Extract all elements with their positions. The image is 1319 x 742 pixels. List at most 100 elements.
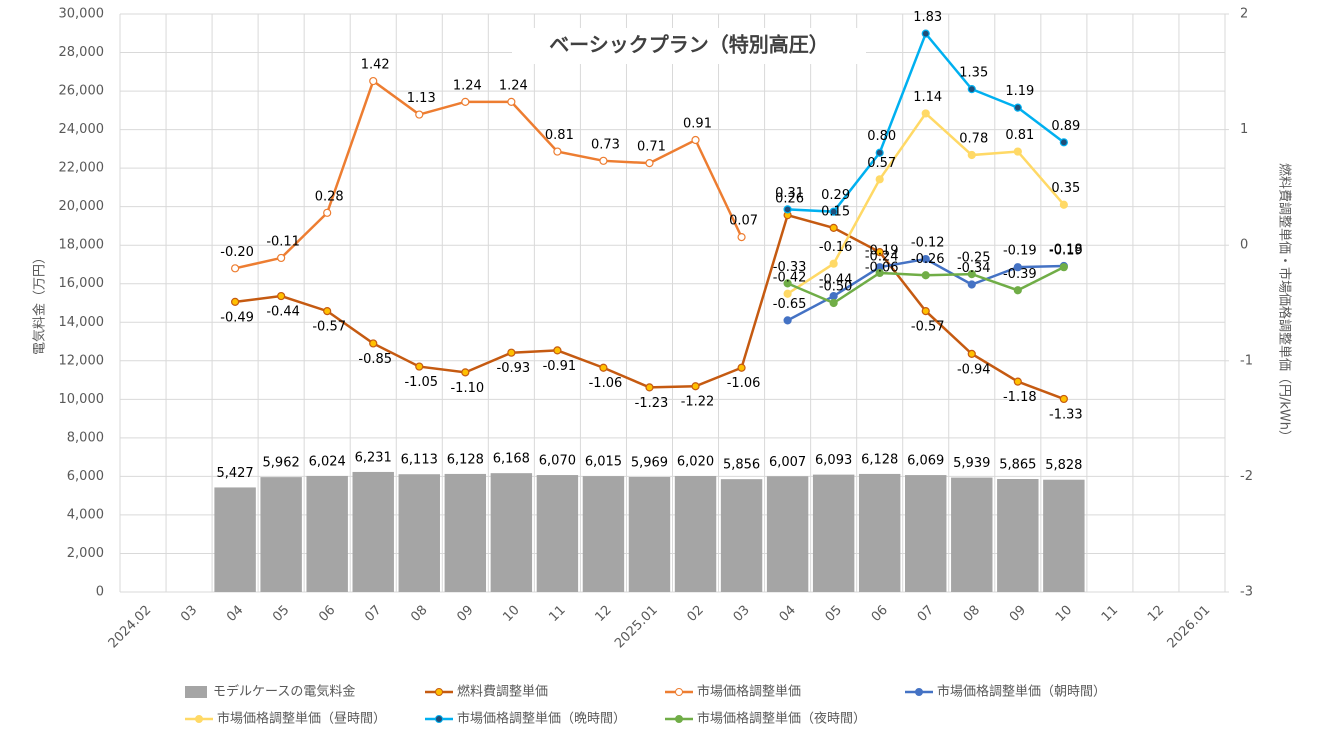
bar-value-label: 5,865: [999, 458, 1036, 473]
marker: [829, 298, 838, 308]
bar-value-label: 6,070: [539, 454, 576, 469]
y-tick-label: 22,000: [59, 161, 105, 176]
marker: [323, 306, 332, 316]
y2-tick-label: -3: [1240, 585, 1253, 600]
marker: [691, 135, 700, 145]
legend-marker: [675, 688, 683, 696]
marker: [967, 349, 976, 358]
bar-value-label: 5,856: [723, 458, 760, 473]
bar: [444, 473, 487, 592]
marker: [967, 270, 976, 279]
marker: [967, 150, 976, 160]
marks: [214, 29, 1085, 592]
marker: [231, 297, 240, 306]
line-value-label: 1.42: [361, 58, 390, 73]
y2-tick-label: -2: [1240, 469, 1253, 484]
marker: [875, 175, 884, 184]
legend-swatch: [185, 686, 207, 698]
bar-value-label: 6,007: [769, 455, 806, 470]
bar: [260, 477, 302, 592]
line-value-label: -1.10: [450, 381, 484, 396]
marker: [691, 382, 700, 391]
marker: [277, 253, 286, 263]
y-tick-label: 24,000: [59, 122, 105, 137]
y2-axis-title: 燃料費調整単価・市場価格調整単価（円/kWh）: [1277, 163, 1293, 443]
marker: [737, 363, 746, 372]
legend-marker: [195, 715, 203, 723]
y2-tick-label: 1: [1240, 122, 1248, 137]
marker: [829, 207, 838, 216]
marker: [1013, 377, 1022, 386]
line-value-label: -0.44: [819, 273, 853, 288]
marker: [1059, 394, 1068, 404]
bar: [674, 476, 717, 592]
bar: [536, 475, 579, 592]
legend-label: 市場価格調整単価: [697, 684, 801, 700]
marker: [645, 383, 654, 392]
marker: [1059, 138, 1068, 147]
bar-value-label: 6,020: [677, 455, 714, 470]
line-value-label: 0.81: [1005, 128, 1034, 143]
line-value-label: -0.93: [497, 361, 531, 376]
y-tick-label: 28,000: [59, 45, 105, 60]
line-value-label: 0.28: [315, 189, 344, 204]
bar-value-label: 5,962: [263, 456, 300, 471]
marker: [461, 368, 470, 377]
marker: [553, 346, 562, 355]
line-value-label: 1.14: [913, 90, 942, 105]
y-axis-title: 電気料金（万円）: [32, 251, 48, 355]
bar-value-label: 5,939: [953, 456, 990, 471]
bar-value-label: 6,024: [309, 454, 346, 469]
marker: [737, 233, 746, 242]
line-value-label: -0.11: [266, 234, 300, 249]
line-value-label: -0.18: [1049, 243, 1083, 258]
line-value-label: 0.31: [775, 186, 804, 201]
marker: [1013, 147, 1022, 156]
marker: [461, 97, 470, 106]
legend-label: 市場価格調整単価（夜時間）: [697, 711, 866, 727]
marker: [829, 223, 838, 232]
bar: [812, 474, 855, 592]
legend-marker: [435, 688, 443, 696]
bar-value-label: 6,128: [861, 452, 898, 467]
line-value-label: -1.05: [404, 375, 438, 390]
bar: [398, 474, 440, 592]
marker: [783, 316, 792, 325]
marker: [921, 109, 930, 118]
legend-label: 市場価格調整単価（晩時間）: [457, 711, 626, 727]
bar-value-label: 6,093: [815, 453, 852, 468]
marker: [231, 264, 240, 273]
y2-tick-label: 2: [1240, 7, 1248, 22]
marker: [323, 208, 332, 217]
line-value-label: 0.71: [637, 140, 666, 155]
line-value-label: 0.78: [959, 132, 988, 147]
bar: [720, 479, 763, 592]
bar: [905, 475, 947, 592]
bar: [582, 476, 625, 592]
bar: [490, 473, 533, 592]
y-tick-label: 20,000: [59, 199, 105, 214]
marker: [599, 363, 608, 372]
y-tick-label: 8,000: [67, 430, 104, 445]
y-tick-label: 26,000: [59, 84, 105, 99]
line-value-label: -0.33: [773, 260, 807, 275]
marker: [1013, 263, 1022, 272]
marker: [875, 148, 884, 157]
line-value-label: -0.42: [773, 270, 807, 285]
line-value-label: -0.49: [220, 310, 254, 325]
bar: [306, 475, 348, 592]
line-value-label: -1.22: [681, 395, 715, 410]
bar-value-label: 6,168: [493, 452, 530, 467]
line-value-label: -0.06: [865, 261, 899, 276]
line-value-label: -0.44: [266, 305, 300, 320]
line-value-label: -0.19: [865, 244, 899, 259]
y-tick-label: 4,000: [67, 507, 104, 522]
legend-label: 市場価格調整単価（昼時間）: [217, 711, 386, 727]
bar: [628, 476, 671, 592]
line: [234, 79, 743, 270]
bar-value-label: 5,969: [631, 455, 668, 470]
line-value-label: -1.33: [1049, 407, 1083, 422]
marker: [783, 289, 792, 298]
marker: [921, 271, 930, 280]
line-value-label: -0.25: [957, 251, 991, 266]
